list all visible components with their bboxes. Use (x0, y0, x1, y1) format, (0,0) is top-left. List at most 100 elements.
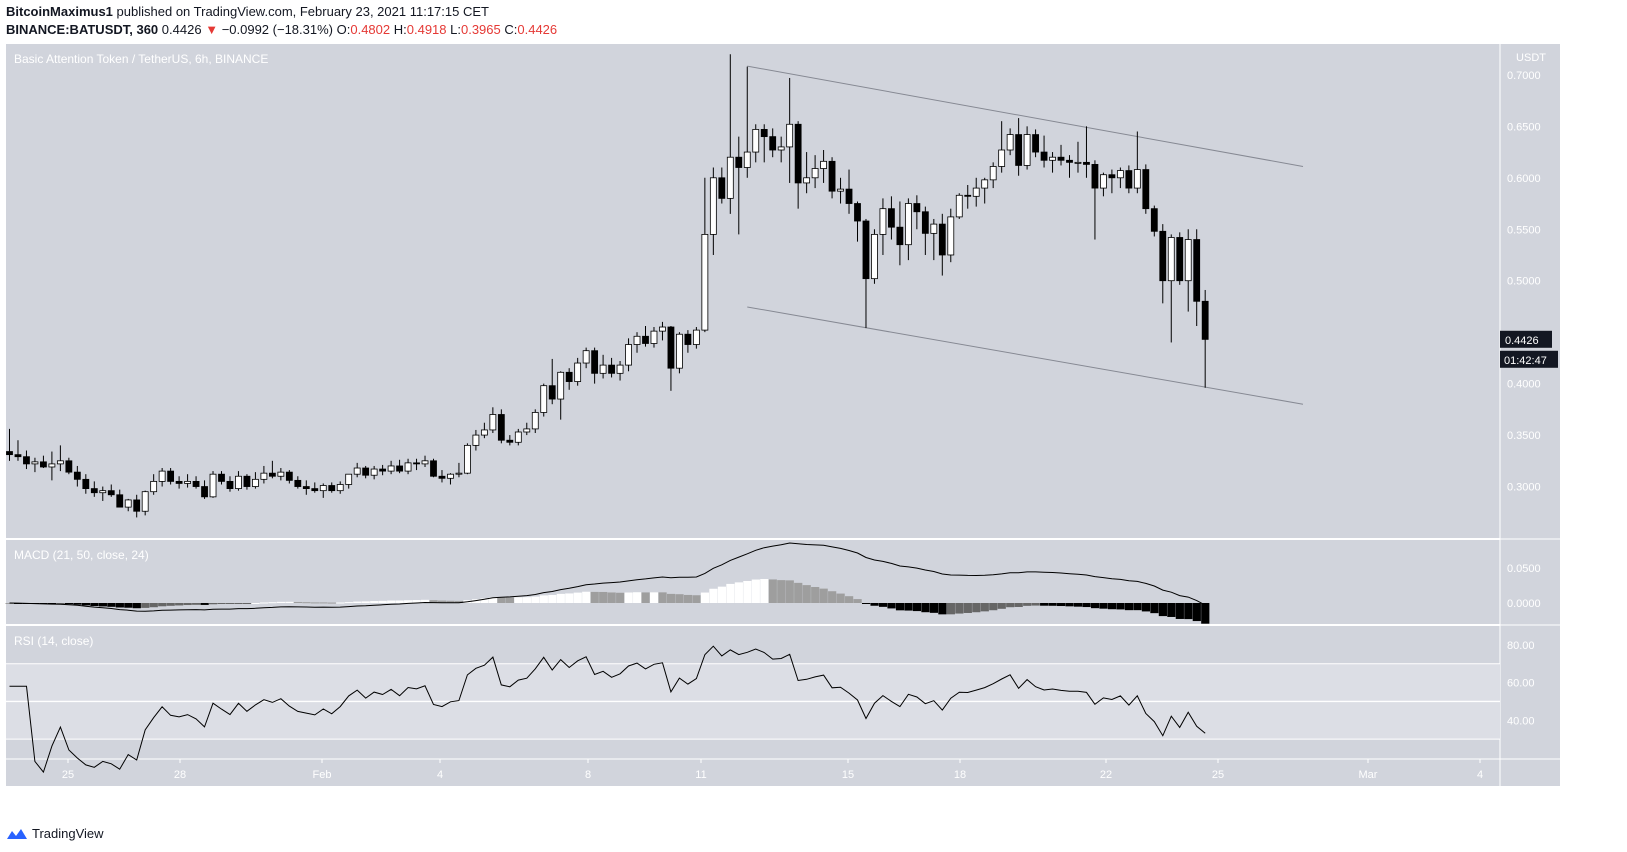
x-tick-label: 8 (585, 769, 591, 781)
macd-histogram-bar (64, 603, 74, 605)
macd-histogram-bar (548, 594, 557, 603)
macd-histogram-bar (370, 601, 379, 603)
macd-histogram-bar (1082, 603, 1091, 608)
candle-body (1167, 237, 1175, 282)
l-label: L: (450, 22, 461, 37)
macd-histogram-bar (921, 603, 930, 613)
o-label: O: (336, 22, 351, 37)
macd-title: MACD (21, 50, close, 24) (14, 548, 149, 562)
candle-body (752, 129, 760, 153)
high-value: 0.4918 (406, 22, 447, 37)
macd-histogram-bar (768, 579, 777, 603)
macd-histogram-bar (378, 600, 387, 603)
macd-histogram-bar (734, 582, 743, 603)
macd-histogram-bar (149, 603, 158, 608)
candle-body (633, 335, 641, 345)
candle-body (23, 456, 30, 465)
macd-histogram-bar (361, 601, 370, 603)
candle-body (904, 203, 912, 246)
macd-histogram-bar (692, 595, 701, 603)
candle-body (370, 468, 378, 476)
rsi-y-tick-label: 40.00 (1507, 715, 1535, 727)
macd-histogram-bar (115, 603, 124, 608)
candle-body (820, 160, 827, 169)
macd-histogram-bar (336, 602, 345, 604)
candle-body (260, 472, 268, 480)
candle-body (769, 136, 777, 151)
candle-body (989, 166, 997, 181)
macd-histogram-bar (743, 580, 752, 603)
candle-body (1091, 164, 1099, 189)
candle-body (718, 177, 726, 199)
macd-histogram-bar (395, 600, 404, 603)
macd-histogram-bar (1124, 603, 1134, 611)
candle-body (480, 429, 488, 436)
candle-body (557, 371, 565, 400)
last-price-badge (1500, 330, 1552, 348)
macd-y-tick-label: 0.0500 (1507, 563, 1541, 575)
candle-body (438, 475, 446, 479)
macd-histogram-bar (641, 592, 650, 603)
candle-body (497, 414, 505, 441)
macd-histogram-bar (310, 602, 319, 604)
countdown-badge (1500, 350, 1558, 368)
x-tick-label: 11 (695, 769, 706, 781)
macd-histogram-bar (293, 601, 303, 603)
candle-body (1176, 237, 1184, 282)
candle-body (362, 467, 370, 476)
candle-body (14, 454, 22, 458)
candle-body (523, 428, 531, 433)
macd-histogram-bar (1116, 603, 1125, 610)
candle-body (871, 233, 878, 280)
candle-body (1074, 161, 1082, 164)
candle-body (659, 326, 666, 332)
candle-body (48, 463, 56, 468)
candle-body (837, 188, 844, 192)
macd-histogram-bar (56, 603, 65, 604)
x-tick-label: 22 (1100, 769, 1112, 781)
candle-body (396, 465, 403, 472)
footer-brand-label: TradingView (32, 826, 104, 841)
macd-histogram-bar (488, 597, 498, 603)
candle-body (726, 156, 734, 199)
macd-histogram-bar (556, 593, 565, 603)
macd-histogram-bar (963, 603, 972, 613)
x-tick-label: 15 (842, 769, 854, 781)
macd-histogram-bar (421, 599, 430, 603)
candle-body (336, 484, 344, 492)
candle-body (684, 333, 692, 345)
publish-line: BitcoinMaximus1 published on TradingView… (6, 4, 489, 19)
macd-histogram-bar (845, 596, 854, 603)
candle-body (31, 461, 39, 465)
publisher-name[interactable]: BitcoinMaximus1 (6, 4, 113, 19)
macd-histogram-bar (505, 597, 515, 603)
candle-body (1023, 134, 1031, 166)
candle-body (540, 385, 548, 413)
macd-histogram-bar (828, 591, 837, 603)
candle-body (379, 468, 387, 472)
y-tick-label: 0.7000 (1507, 70, 1541, 82)
candle-body (1159, 230, 1167, 282)
candle-body (531, 412, 539, 430)
open-value: 0.4802 (350, 22, 391, 37)
candle-body (472, 434, 480, 446)
macd-histogram-bar (853, 599, 862, 603)
candle-body (73, 471, 81, 480)
macd-histogram-bar (972, 603, 981, 613)
channel-lower-line (747, 306, 1304, 405)
macd-histogram-bar (861, 603, 871, 604)
y-tick-label: 0.6000 (1507, 173, 1541, 185)
down-arrow-icon: ▼ (205, 22, 219, 37)
symbol-label: BINANCE:BATUSDT, 360 (6, 22, 159, 37)
candle-body (1066, 159, 1073, 163)
tradingview-logo-icon (7, 828, 27, 839)
candle-body (514, 431, 522, 443)
x-tick-label: 4 (437, 769, 443, 781)
candle-body (972, 187, 980, 197)
macd-histogram-bar (1006, 603, 1015, 608)
x-tick-label: 18 (954, 769, 966, 781)
macd-histogram-bar (726, 583, 735, 603)
candle-body (150, 480, 158, 493)
candle-body (218, 473, 225, 482)
